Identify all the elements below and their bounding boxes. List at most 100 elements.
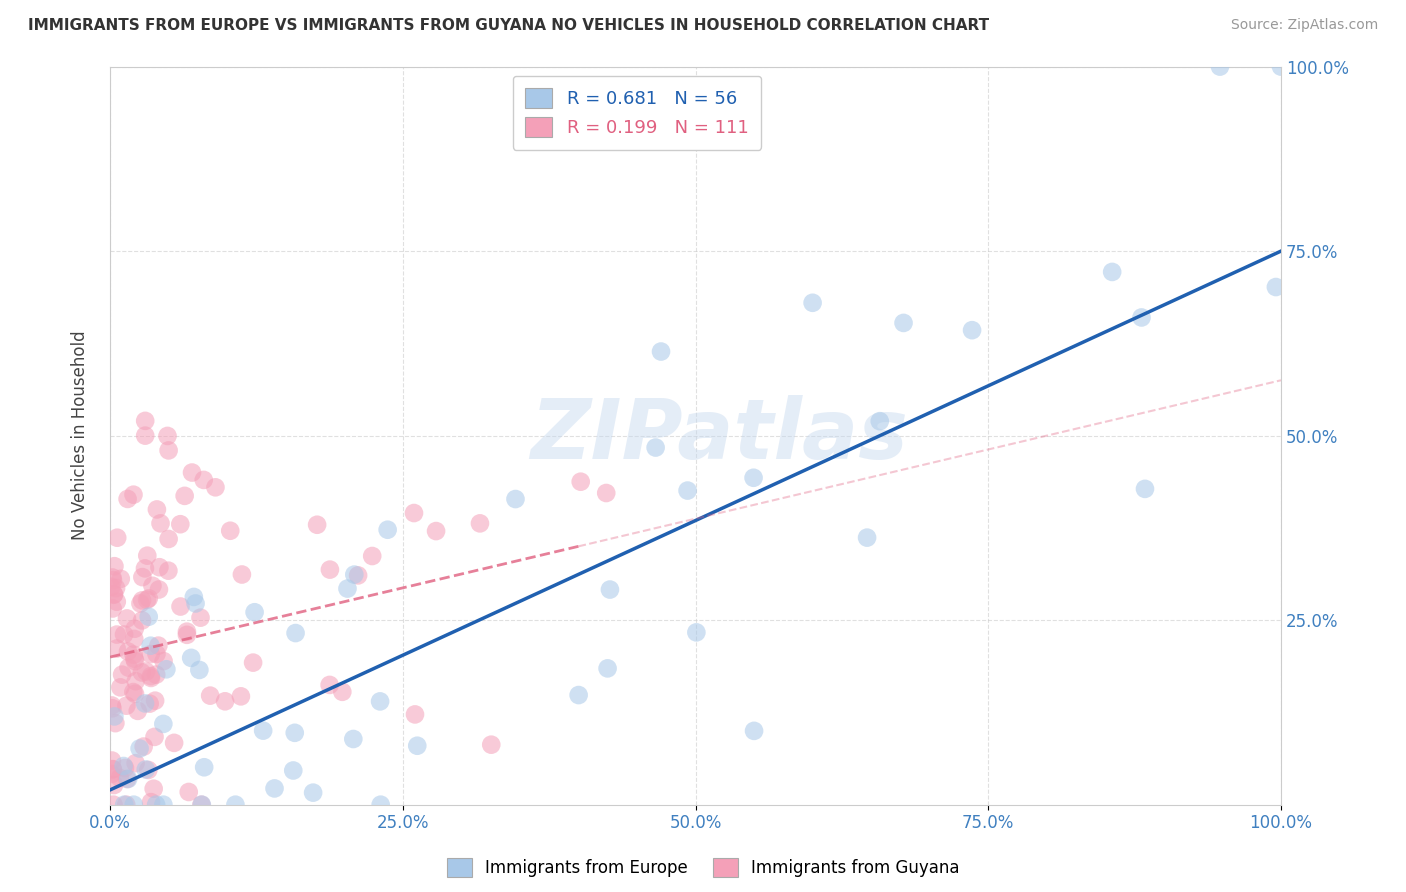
Point (122, 797, 145, 812)
Point (105, 531, 128, 545)
Point (101, 762, 124, 776)
Point (685, 625, 707, 640)
Point (122, 685, 145, 699)
Point (134, 428, 156, 442)
Point (115, 797, 138, 812)
Point (124, 651, 146, 665)
Point (141, 579, 163, 593)
Point (742, 723, 765, 738)
Point (136, 763, 159, 777)
Point (302, 786, 325, 800)
Point (169, 517, 191, 532)
Point (138, 609, 160, 624)
Point (181, 466, 204, 480)
Point (644, 441, 666, 455)
Point (111, 667, 134, 681)
Point (188, 663, 211, 677)
Point (105, 641, 128, 656)
Point (148, 560, 170, 574)
Point (377, 523, 399, 537)
Point (252, 723, 274, 738)
Point (342, 731, 364, 746)
Point (110, 681, 132, 695)
Point (134, 561, 156, 575)
Point (404, 707, 426, 722)
Point (100, 767, 122, 781)
Point (117, 772, 139, 786)
Point (122, 648, 145, 662)
Point (198, 689, 221, 703)
Point (169, 599, 191, 614)
Point (115, 611, 138, 625)
Point (103, 559, 125, 574)
Point (108, 771, 131, 785)
Point (176, 624, 198, 639)
Point (139, 647, 162, 661)
Point (190, 797, 212, 812)
Point (136, 592, 159, 607)
Point (173, 489, 195, 503)
Point (214, 694, 236, 708)
Point (231, 567, 253, 582)
Point (568, 688, 591, 702)
Point (145, 797, 167, 812)
Point (128, 741, 150, 756)
Y-axis label: No Vehicles in Household: No Vehicles in Household (72, 331, 89, 541)
Point (100, 580, 122, 594)
Point (103, 587, 125, 601)
Point (330, 685, 353, 699)
Point (650, 344, 672, 359)
Point (193, 760, 215, 774)
Point (157, 443, 180, 458)
Point (101, 574, 124, 588)
Point (143, 694, 166, 708)
Point (425, 524, 447, 538)
Point (103, 709, 125, 723)
Point (101, 601, 124, 615)
Point (479, 738, 502, 752)
Point (318, 678, 340, 692)
Point (343, 567, 366, 582)
Point (307, 517, 329, 532)
Point (742, 471, 765, 485)
Point (124, 674, 146, 689)
Point (243, 605, 266, 619)
Point (132, 739, 155, 754)
Point (229, 690, 252, 704)
Point (284, 726, 307, 740)
Point (138, 591, 160, 606)
Point (163, 736, 186, 750)
Point (131, 570, 153, 584)
Point (156, 429, 179, 443)
Point (869, 414, 891, 428)
Point (283, 764, 305, 778)
Point (599, 582, 621, 597)
Point (224, 797, 246, 812)
Point (676, 483, 699, 498)
Point (1209, 60, 1232, 74)
Point (103, 588, 125, 602)
Point (184, 597, 207, 611)
Point (177, 785, 200, 799)
Point (145, 647, 167, 661)
Point (105, 627, 128, 641)
Point (101, 763, 124, 777)
Point (115, 698, 138, 713)
Point (146, 502, 169, 516)
Point (136, 549, 159, 563)
Point (157, 532, 180, 546)
Point (104, 716, 127, 731)
Text: Source: ZipAtlas.com: Source: ZipAtlas.com (1230, 18, 1378, 32)
Point (180, 651, 202, 665)
Point (101, 698, 124, 713)
Point (893, 316, 915, 330)
Point (406, 739, 429, 753)
Point (190, 610, 212, 624)
Point (370, 797, 392, 812)
Point (468, 516, 491, 531)
Point (505, 491, 527, 506)
Point (122, 488, 145, 502)
Point (117, 644, 139, 658)
Point (135, 763, 157, 777)
Point (127, 704, 149, 718)
